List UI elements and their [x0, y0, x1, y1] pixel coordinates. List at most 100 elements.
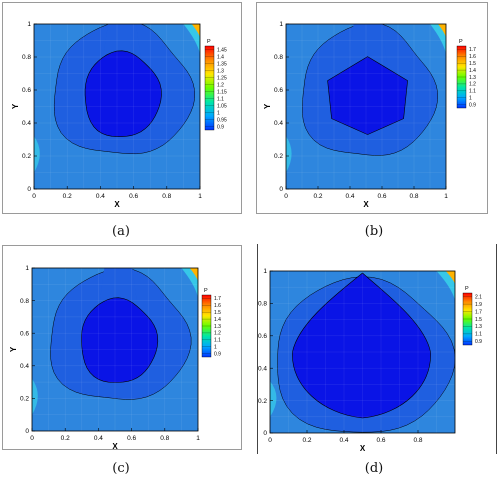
- legend-level-label: 1.25: [217, 75, 227, 81]
- divider-right-d: [496, 244, 497, 454]
- legend-level-label: 1.9: [475, 302, 482, 308]
- legend-level-label: 1.6: [469, 54, 476, 60]
- y-tick-label: 0.2: [258, 398, 267, 405]
- x-tick-label: 0.2: [313, 193, 322, 200]
- contour-neck: [347, 24, 388, 67]
- low-pressure-region: [81, 297, 159, 383]
- caption-c: (c): [112, 461, 130, 476]
- x-tick-label: 0.6: [376, 437, 385, 444]
- plot-axes-box: [33, 23, 201, 190]
- legend-color-bar: [204, 45, 215, 131]
- legend-level-label: 1.1: [469, 89, 476, 95]
- legend-level-label: 1.3: [214, 324, 221, 330]
- legend-level-label: 0.9: [469, 102, 476, 108]
- y-tick-label: 0.8: [22, 54, 31, 61]
- y-tick-label: 0.8: [20, 298, 29, 305]
- edge-rim-region: [270, 381, 277, 417]
- y-tick-label: 0.6: [22, 87, 31, 94]
- legend-level-label: 1.1: [475, 332, 482, 338]
- x-axis-label: X: [112, 442, 118, 451]
- x-tick-label: 0: [30, 435, 34, 442]
- x-tick-label: 0.2: [302, 437, 311, 444]
- x-tick-label: 1: [196, 435, 200, 442]
- y-tick-label: 0.4: [274, 120, 283, 127]
- x-tick-label: 1: [198, 193, 202, 200]
- legend-level-label: 1.35: [217, 61, 227, 67]
- low-pressure-region: [84, 50, 162, 137]
- y-tick-label: 0.2: [22, 153, 31, 160]
- corner-high-region: [438, 24, 446, 38]
- x-tick-label: 0: [284, 193, 288, 200]
- x-tick-label: 0.2: [61, 435, 70, 442]
- y-tick-label: 0.4: [22, 120, 31, 127]
- y-tick-label: 1: [263, 268, 267, 275]
- x-tick-label: 0.8: [160, 435, 169, 442]
- y-tick-label: 1: [25, 265, 29, 272]
- legend-level-label: 1.3: [475, 324, 482, 330]
- corner-rim-region: [430, 24, 446, 54]
- legend-level-label: 1: [214, 344, 217, 350]
- edge-rim-region: [32, 378, 38, 415]
- legend-level-label: 1: [217, 110, 220, 116]
- edge-rim-region: [286, 136, 292, 173]
- legend-level-label: 1.7: [469, 47, 476, 53]
- x-tick-label: 0.6: [129, 193, 138, 200]
- y-tick-label: 0: [279, 186, 283, 193]
- y-tick-label: 0: [27, 186, 31, 193]
- corner-high-region: [445, 271, 455, 284]
- y-tick-label: 0.6: [258, 333, 267, 340]
- y-tick-label: 0.6: [20, 330, 29, 337]
- panel-c-frame: [2, 245, 242, 450]
- x-tick-label: 1: [444, 193, 448, 200]
- legend-level-label: 1.3: [469, 75, 476, 81]
- legend-level-label: 1.2: [217, 82, 224, 88]
- low-pressure-region: [292, 272, 431, 419]
- corner-high-region: [191, 24, 200, 38]
- panel-b-frame: [256, 2, 488, 214]
- plot-axes-box: [285, 23, 447, 190]
- legend-level-label: 1.6: [214, 303, 221, 309]
- caption-a: (a): [112, 224, 130, 239]
- y-axis-label: Y: [263, 103, 272, 109]
- legend-level-label: 1.1: [214, 338, 221, 344]
- x-tick-label: 0.6: [377, 193, 386, 200]
- x-tick-label: 0.4: [96, 193, 105, 200]
- y-tick-label: 0.8: [274, 54, 283, 61]
- y-tick-label: 0.2: [20, 396, 29, 403]
- x-tick-label: 0.2: [63, 193, 72, 200]
- legend-title: P: [465, 286, 469, 292]
- x-tick-label: 0.4: [94, 435, 103, 442]
- y-tick-label: 0.2: [274, 153, 283, 160]
- divider-left-d: [257, 244, 258, 454]
- corner-rim-region: [436, 271, 455, 301]
- legend-level-label: 1.2: [214, 331, 221, 337]
- y-tick-label: 0: [25, 428, 29, 435]
- y-tick-label: 0.4: [20, 363, 29, 370]
- x-axis-label: X: [360, 444, 366, 453]
- y-tick-label: 1: [279, 21, 283, 28]
- corner-high-region: [189, 268, 198, 282]
- x-tick-label: 0: [32, 193, 36, 200]
- plot-axes-box: [31, 267, 199, 432]
- x-tick-label: 0: [268, 437, 272, 444]
- y-tick-label: 1: [27, 21, 31, 28]
- legend-level-label: 1.3: [217, 68, 224, 74]
- legend-level-label: 0.9: [217, 124, 224, 130]
- panel-a-frame: [2, 2, 242, 214]
- y-tick-label: 0.8: [258, 301, 267, 308]
- edge-rim-region: [34, 136, 40, 173]
- x-axis-label: X: [114, 200, 120, 209]
- legend-level-label: 1.5: [469, 61, 476, 67]
- y-tick-label: 0.4: [258, 365, 267, 372]
- legend-level-label: 1.5: [214, 310, 221, 316]
- contour-plot-c: 0 0.2 0.4 0.6 0.8 1 0 0.2 0.4 0.6 0.8 1 X Y P 1.71.61.5…: [9, 265, 221, 451]
- x-tick-label: 0.4: [339, 437, 348, 444]
- legend-level-label: 1: [469, 95, 472, 101]
- contour-plot-b: 0 0.2 0.4 0.6 0.8 1 0 0.2 0.4 0.6 0.8 1 X Y P 1.71.61.5…: [263, 21, 476, 209]
- x-tick-label: 0.6: [127, 435, 136, 442]
- legend-title: P: [204, 288, 208, 294]
- contour-plot-d: 00.20.40.60.800.20.40.60.81XYP2.11.91.71…: [258, 268, 482, 453]
- legend-level-label: 1.4: [214, 317, 221, 323]
- legend-level-label: 1.2: [469, 82, 476, 88]
- contour-field: [32, 268, 198, 431]
